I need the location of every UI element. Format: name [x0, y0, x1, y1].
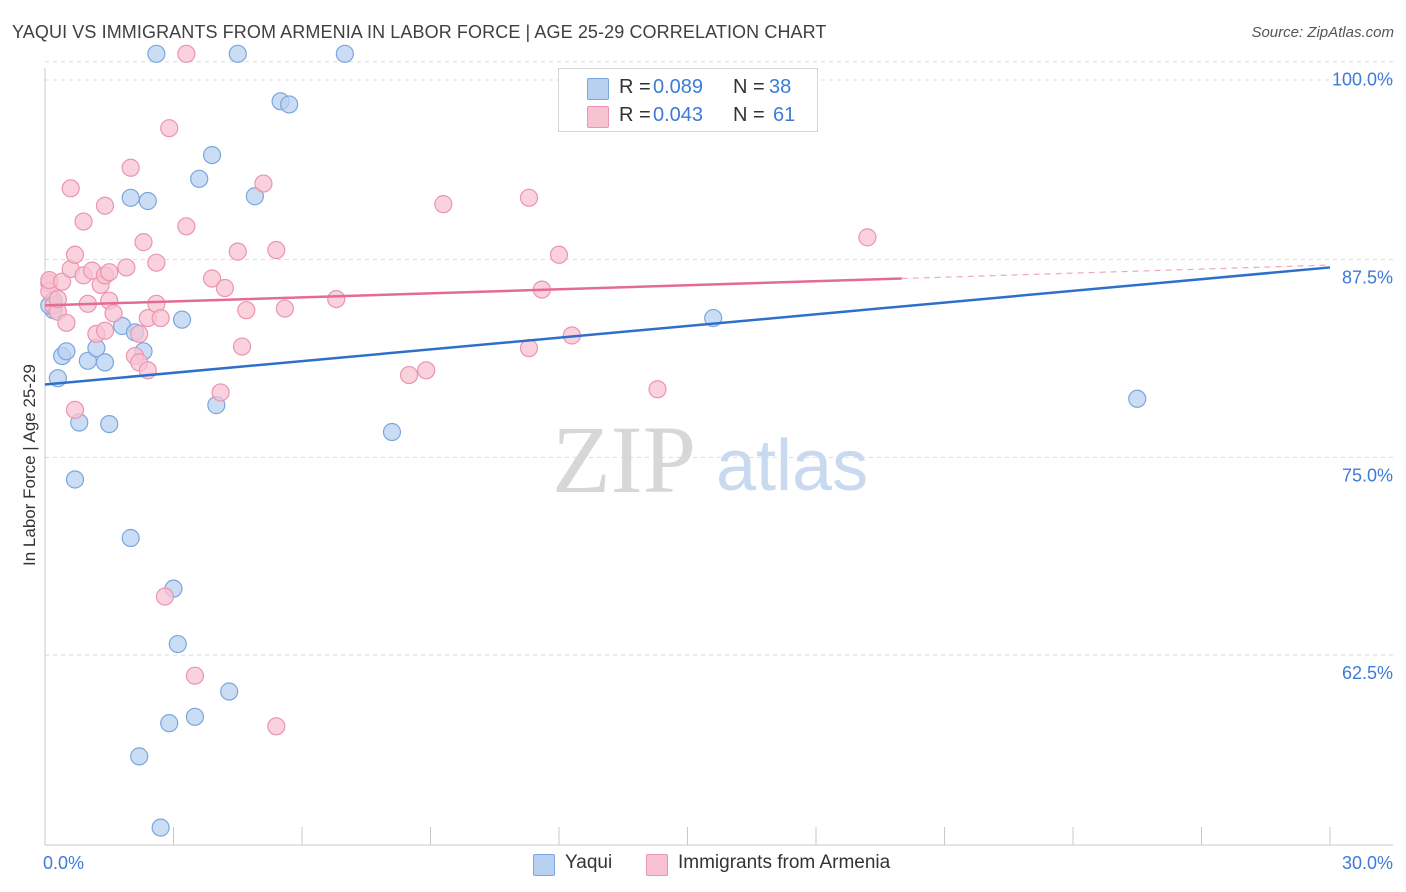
yaqui-point — [228, 44, 247, 63]
yaqui-point — [95, 353, 115, 372]
armenia-point — [151, 308, 170, 328]
yaqui-point — [280, 95, 299, 114]
armenia-point — [177, 44, 196, 63]
watermark-zip: ZIP — [552, 406, 696, 513]
armenia-point — [147, 253, 166, 272]
n-label: N = — [733, 104, 765, 126]
armenia-point — [549, 245, 569, 264]
armenia-point — [65, 245, 85, 264]
tick-labels: 0.0% 30.0% 62.5% 75.0% 87.5% 100.0% — [43, 70, 1393, 873]
armenia-point — [117, 258, 136, 277]
yaqui-point — [160, 714, 179, 733]
armenia-point — [215, 278, 234, 298]
armenia-point — [858, 228, 877, 247]
armenia-point — [202, 269, 222, 288]
y-tick-label: 62.5% — [1342, 663, 1393, 683]
axes — [44, 68, 1393, 846]
y-tick-label: 100.0% — [1332, 70, 1393, 90]
armenia-point — [48, 289, 67, 309]
legend-label-armenia: Immigrants from Armenia — [678, 852, 891, 873]
armenia-point — [237, 301, 256, 320]
armenia-point — [160, 119, 179, 138]
yaqui-point — [121, 528, 140, 548]
armenia-point — [648, 380, 667, 399]
r-label: R = — [619, 104, 651, 126]
armenia-point — [399, 365, 419, 385]
watermark: ZIP atlas — [552, 406, 868, 513]
r-value: 0.089 — [653, 76, 704, 98]
yaqui-point — [202, 145, 222, 165]
yaqui-point — [168, 634, 187, 654]
armenia-point — [65, 400, 85, 419]
yaqui-point — [147, 44, 166, 63]
armenia-point — [95, 196, 115, 215]
armenia-swatch — [587, 106, 609, 128]
armenia-swatch — [646, 854, 668, 876]
yaqui-point — [172, 310, 192, 329]
yaqui-trend-line — [44, 266, 1331, 386]
yaqui-point — [220, 682, 239, 701]
armenia-point — [130, 324, 149, 343]
armenia-trend-extension — [901, 264, 1331, 280]
n-value: 61 — [773, 104, 796, 126]
yaqui-point — [335, 44, 354, 63]
yaqui-point — [1128, 389, 1147, 408]
n-label: N = — [733, 76, 765, 98]
legend-label-yaqui: Yaqui — [565, 852, 613, 873]
yaqui-point — [185, 707, 205, 726]
yaqui-point — [138, 191, 157, 211]
yaqui-swatch — [587, 78, 609, 100]
armenia-point — [434, 195, 453, 214]
armenia-point — [267, 240, 286, 260]
armenia-point — [95, 321, 115, 340]
armenia-point — [100, 263, 119, 282]
n-value: 38 — [769, 76, 792, 98]
yaqui-point — [130, 747, 149, 766]
source-label: Source: ZipAtlas.com — [1251, 24, 1394, 41]
yaqui-point — [121, 188, 140, 207]
armenia-point — [185, 666, 205, 685]
armenia-point — [104, 304, 123, 323]
watermark-atlas: atlas — [716, 426, 868, 506]
legend: Yaqui Immigrants from Armenia — [0, 851, 1406, 879]
armenia-point — [519, 188, 539, 207]
y-tick-label: 75.0% — [1342, 465, 1393, 485]
armenia-point — [53, 272, 72, 291]
x-tick-label-max: 30.0% — [1342, 853, 1393, 873]
armenia-point — [254, 174, 273, 193]
yaqui-point — [151, 818, 170, 837]
yaqui-swatch — [533, 854, 555, 876]
armenia-point — [121, 158, 140, 177]
r-label: R = — [619, 76, 651, 98]
armenia-point — [134, 233, 153, 252]
stats-box: R = 0.089 N = 38 R = 0.043 N = 61 — [558, 68, 818, 132]
armenia-point — [61, 179, 80, 198]
armenia-point — [228, 242, 247, 261]
armenia-point — [327, 289, 346, 309]
x-tick-label-min: 0.0% — [43, 853, 84, 873]
armenia-point — [57, 313, 76, 332]
chart-title: YAQUI VS IMMIGRANTS FROM ARMENIA IN LABO… — [12, 22, 827, 42]
r-value: 0.043 — [653, 104, 704, 126]
armenia-trend-line — [44, 277, 902, 307]
trend-lines — [44, 264, 1331, 386]
armenia-point — [275, 299, 294, 318]
armenia-point — [232, 337, 252, 356]
yaqui-point — [100, 414, 119, 434]
yaqui-point — [57, 342, 76, 361]
yaqui-point — [382, 422, 402, 442]
armenia-point — [267, 717, 286, 736]
armenia-point — [74, 212, 93, 231]
grid-lines — [45, 61, 1393, 656]
armenia-point — [211, 383, 230, 402]
armenia-point — [177, 217, 196, 236]
armenia-point — [155, 587, 175, 606]
yaqui-point — [245, 187, 264, 206]
yaqui-point — [65, 470, 85, 489]
yaqui-point — [190, 169, 209, 188]
y-tick-label: 87.5% — [1342, 268, 1393, 288]
armenia-point — [417, 361, 436, 380]
